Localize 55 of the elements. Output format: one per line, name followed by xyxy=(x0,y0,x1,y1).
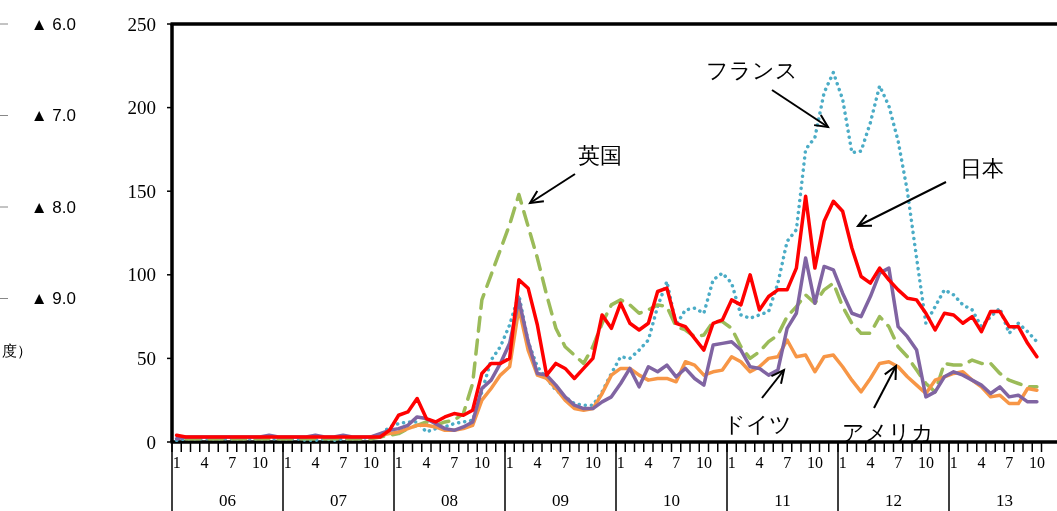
y-tick-label: 250 xyxy=(127,13,156,35)
y-tick-label: 100 xyxy=(127,264,156,286)
x-tick-label: 7 xyxy=(1005,453,1014,471)
x-tick-label: 1 xyxy=(949,453,958,471)
series-label: フランス xyxy=(706,58,798,83)
text: 06 xyxy=(219,490,236,510)
x-tick-label: 10 xyxy=(251,453,268,471)
x-tick-label: 1 xyxy=(283,453,292,471)
x-tick-label: 7 xyxy=(672,453,681,471)
x-tick-label: 7 xyxy=(228,453,237,471)
x-tick-label: 4 xyxy=(311,453,320,471)
x-tick-label: 7 xyxy=(561,453,570,471)
text: 度） xyxy=(2,342,32,359)
x-tick-label: 1 xyxy=(616,453,625,471)
x-tick-label: 4 xyxy=(533,453,542,471)
x-tick-label: 7 xyxy=(783,453,792,471)
x-tick-label: 10 xyxy=(917,453,934,471)
text: 10 xyxy=(663,490,680,510)
x-tick-label: 10 xyxy=(362,453,379,471)
x-tick-label: 4 xyxy=(644,453,653,471)
x-tick-label: 10 xyxy=(473,453,490,471)
x-tick-label: 10 xyxy=(806,453,823,471)
x-tick-label: 1 xyxy=(172,453,181,471)
y-tick-label: 50 xyxy=(137,348,156,370)
text: 07 xyxy=(330,490,348,510)
x-tick-label: 7 xyxy=(894,453,903,471)
x-tick-label: 1 xyxy=(394,453,403,471)
x-tick-label: 4 xyxy=(866,453,875,471)
text: 13 xyxy=(996,490,1013,510)
text: 12 xyxy=(885,490,902,510)
text: 英国 xyxy=(578,143,622,168)
text: ▲ 9.0 xyxy=(30,289,76,309)
text: ▲ 8.0 xyxy=(30,197,76,217)
x-tick-label: 10 xyxy=(1028,453,1045,471)
y-tick-label: 0 xyxy=(146,431,156,453)
x-tick-label: 7 xyxy=(339,453,348,471)
x-tick-label: 7 xyxy=(450,453,459,471)
x-tick-label: 10 xyxy=(695,453,712,471)
x-tick-label: 4 xyxy=(200,453,209,471)
x-tick-label: 1 xyxy=(505,453,514,471)
x-tick-label: 10 xyxy=(584,453,601,471)
text: 09 xyxy=(552,490,569,510)
x-tick-label: 1 xyxy=(727,453,736,471)
y-tick-label: 150 xyxy=(127,180,156,202)
text: ▲ 7.0 xyxy=(30,106,76,126)
text: 08 xyxy=(441,490,458,510)
text: 日本 xyxy=(960,156,1004,181)
x-tick-label: 1 xyxy=(838,453,847,471)
text: 11 xyxy=(774,490,791,510)
x-tick-label: 4 xyxy=(755,453,764,471)
series-label: ドイツ xyxy=(722,412,792,437)
x-tick-label: 4 xyxy=(977,453,986,471)
x-tick-label: 4 xyxy=(422,453,431,471)
y-tick-label: 200 xyxy=(127,97,156,119)
text: ▲ 6.0 xyxy=(30,14,76,34)
